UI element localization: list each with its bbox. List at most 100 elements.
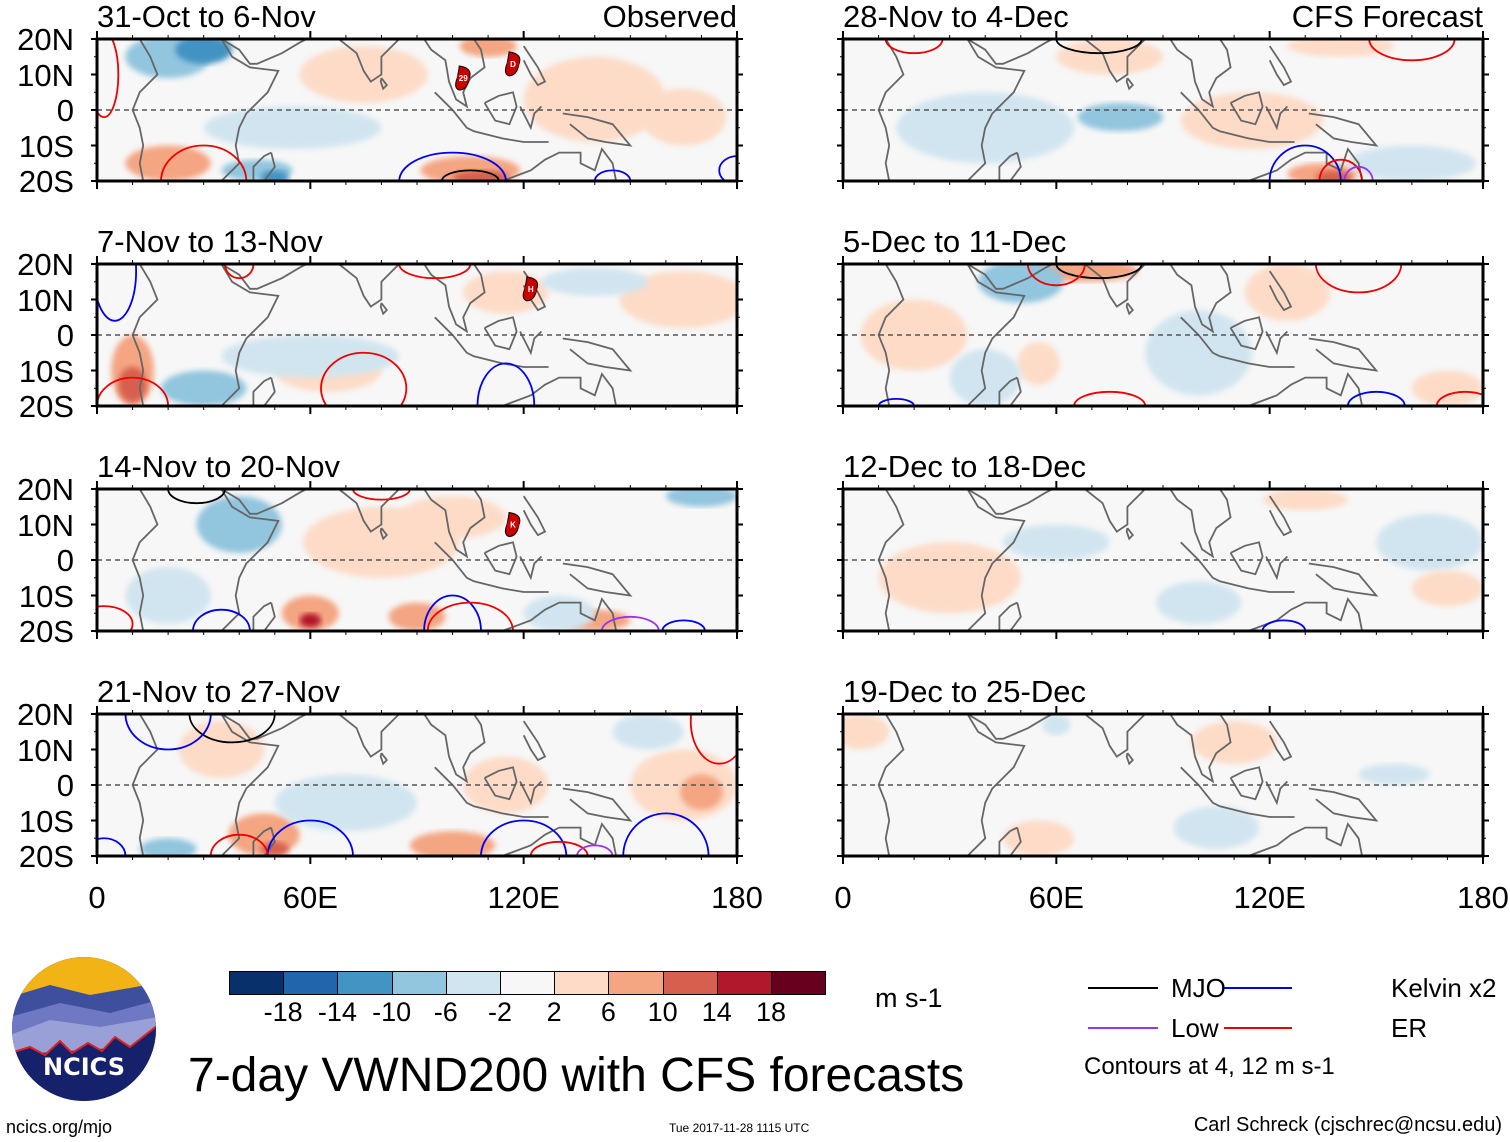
longitude-label: 180 bbox=[1457, 880, 1509, 915]
latitude-label: 10N bbox=[17, 57, 74, 93]
coastline bbox=[220, 714, 280, 856]
map-panel-fc-4: 19-Dec to 25-Dec bbox=[837, 674, 1489, 864]
anomaly-region bbox=[1191, 721, 1277, 764]
latitude-label: 20S bbox=[18, 614, 74, 649]
coastline bbox=[483, 91, 518, 126]
anomaly-region bbox=[221, 335, 400, 378]
coastline bbox=[220, 39, 308, 65]
coastline bbox=[519, 105, 543, 131]
wave-contour-mjo bbox=[1055, 264, 1143, 280]
wave-contour-kelvin-x2 bbox=[718, 155, 737, 181]
wave-contour-er bbox=[1073, 390, 1147, 406]
coastline bbox=[998, 826, 1022, 856]
anomaly-region bbox=[1077, 102, 1163, 132]
wave-contour-er bbox=[1026, 264, 1086, 287]
longitude-label: 0 bbox=[88, 880, 106, 915]
anomaly-region bbox=[1145, 310, 1252, 396]
coastline bbox=[998, 601, 1022, 631]
longitude-label: 60E bbox=[282, 880, 338, 915]
anomaly-region bbox=[299, 613, 321, 628]
panel-period-title: 5-Dec to 11-Dec bbox=[843, 224, 1067, 259]
wave-contour-kelvin-x2 bbox=[593, 169, 632, 181]
tropical-cyclone-marker: D bbox=[504, 51, 521, 77]
coastline bbox=[519, 555, 543, 581]
anomaly-region bbox=[196, 496, 282, 553]
coastline bbox=[483, 766, 518, 801]
footer-url[interactable]: ncics.org/mjo bbox=[6, 1117, 113, 1137]
longitude-label: 60E bbox=[1028, 880, 1084, 915]
anomaly-region bbox=[178, 721, 265, 778]
wave-contour-kelvin-x2 bbox=[266, 819, 354, 856]
coastline bbox=[1247, 147, 1363, 181]
panel-source-tag: Observed bbox=[602, 0, 737, 34]
coastline bbox=[1308, 787, 1379, 822]
colorbar-swatch bbox=[500, 971, 556, 995]
longitude-label: 120E bbox=[487, 880, 560, 915]
anomaly-region bbox=[1042, 714, 1071, 736]
anomaly-region bbox=[523, 56, 666, 142]
coastline bbox=[1125, 302, 1134, 316]
latitude-label: 0 bbox=[56, 768, 74, 803]
coastline bbox=[131, 714, 159, 856]
coastline bbox=[1125, 77, 1134, 91]
coastline bbox=[1125, 527, 1134, 541]
anomaly-region bbox=[452, 170, 510, 181]
main-title: 7-day VWND200 with CFS forecasts bbox=[188, 1049, 965, 1102]
longitude-label: 0 bbox=[834, 880, 852, 915]
coastline bbox=[423, 39, 486, 109]
latitude-label: 10N bbox=[17, 732, 74, 768]
map-panel-fc-3: 12-Dec to 18-Dec bbox=[837, 449, 1489, 639]
wave-contour-kelvin-x2 bbox=[97, 264, 138, 322]
coastline bbox=[1268, 45, 1293, 87]
anomaly-region bbox=[1347, 145, 1476, 181]
coastline bbox=[966, 489, 1054, 515]
anomaly-region bbox=[523, 595, 595, 631]
panel-period-title: 19-Dec to 25-Dec bbox=[843, 674, 1086, 709]
legend-swatch-kelvin-x2 bbox=[1224, 987, 1292, 989]
legend-swatch-low bbox=[1088, 1027, 1158, 1029]
storm-label: K bbox=[510, 521, 516, 530]
anomaly-region bbox=[1358, 763, 1430, 785]
coastline bbox=[1308, 337, 1379, 372]
wave-contour-mjo bbox=[167, 489, 226, 505]
colorbar-swatch bbox=[608, 971, 664, 995]
anomaly-region bbox=[260, 170, 289, 181]
coastline bbox=[1265, 780, 1289, 806]
coastline bbox=[1265, 105, 1289, 131]
wave-contour-low bbox=[600, 615, 660, 631]
wave-contour-er bbox=[529, 840, 589, 856]
coastline bbox=[1268, 270, 1293, 312]
anomaly-region bbox=[388, 602, 446, 631]
coastline bbox=[423, 264, 486, 334]
coastline bbox=[522, 45, 547, 87]
latitude-label: 20S bbox=[18, 389, 74, 424]
anomaly-region bbox=[203, 106, 382, 150]
anomaly-region bbox=[281, 595, 339, 631]
map-panel-obs-3: 14-Nov to 20-Nov K bbox=[91, 449, 743, 639]
colorbar-unit: m s-1 bbox=[875, 983, 943, 1013]
anomaly-region bbox=[1180, 92, 1323, 150]
coastline bbox=[1247, 372, 1363, 406]
coastline bbox=[562, 112, 633, 147]
wave-contour-er bbox=[1315, 264, 1403, 294]
coastline bbox=[562, 787, 633, 822]
coastline bbox=[252, 151, 276, 181]
coastline bbox=[1169, 39, 1232, 109]
storm-label: D bbox=[510, 60, 516, 69]
wave-contour-low bbox=[576, 844, 614, 856]
wave-contour-er bbox=[884, 39, 944, 55]
coastline bbox=[1084, 714, 1146, 758]
colorbar-swatch bbox=[771, 971, 827, 995]
anomaly-region bbox=[299, 46, 428, 103]
latitude-label: 20N bbox=[17, 697, 74, 732]
storm-label: 29 bbox=[459, 74, 468, 83]
anomaly-region bbox=[680, 774, 723, 810]
anomaly-region bbox=[118, 366, 147, 403]
colorbar-swatch bbox=[229, 971, 285, 995]
coastline bbox=[252, 826, 276, 856]
anomaly-region bbox=[1287, 39, 1395, 57]
coastline bbox=[1125, 752, 1134, 766]
anomaly-region bbox=[175, 39, 233, 64]
colorbar-swatch bbox=[662, 971, 718, 995]
panel-period-title: 7-Nov to 13-Nov bbox=[97, 224, 323, 259]
